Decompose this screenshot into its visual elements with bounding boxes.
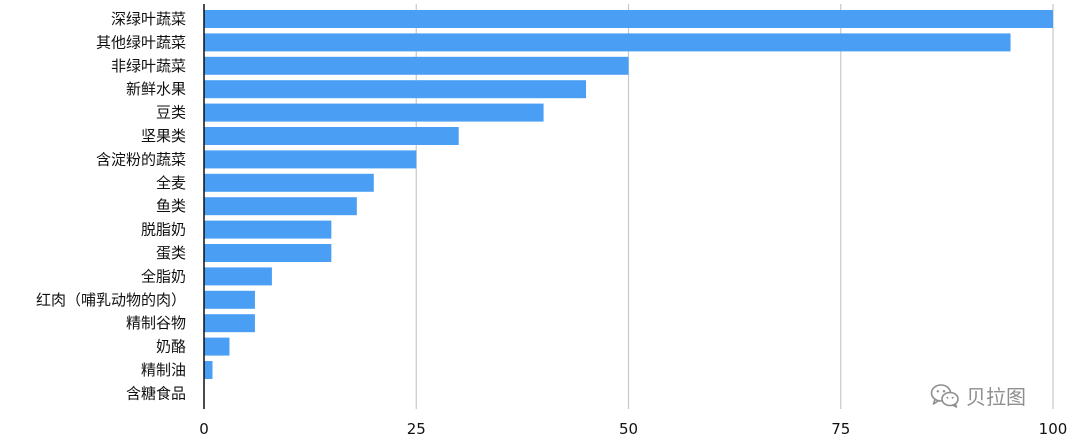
category-label: 全脂奶 bbox=[141, 267, 186, 285]
bar bbox=[204, 10, 1053, 28]
category-label: 其他绿叶蔬菜 bbox=[96, 33, 186, 51]
category-label: 精制油 bbox=[141, 361, 186, 379]
bar bbox=[204, 80, 587, 99]
watermark: 贝拉图 bbox=[930, 381, 1026, 410]
bar bbox=[204, 337, 230, 356]
category-label: 全麦 bbox=[156, 174, 186, 192]
x-tick-label: 0 bbox=[199, 420, 209, 438]
bar bbox=[204, 103, 544, 122]
category-label: 精制谷物 bbox=[126, 314, 186, 332]
bar bbox=[204, 150, 417, 169]
bar bbox=[204, 33, 1011, 52]
bar bbox=[204, 267, 272, 286]
x-tick-label: 50 bbox=[619, 420, 638, 438]
category-label: 蛋类 bbox=[156, 244, 186, 262]
x-tick-label: 25 bbox=[407, 420, 426, 438]
bar bbox=[204, 361, 213, 379]
category-label: 含淀粉的蔬菜 bbox=[96, 150, 186, 168]
category-label: 脱脂奶 bbox=[141, 221, 186, 239]
bar bbox=[204, 220, 332, 239]
bar bbox=[204, 314, 255, 333]
category-label: 非绿叶蔬菜 bbox=[111, 57, 186, 75]
bar bbox=[204, 244, 332, 262]
category-label: 坚果类 bbox=[141, 127, 186, 145]
category-label: 红肉（哺乳动物的肉） bbox=[36, 291, 186, 309]
category-label: 新鲜水果 bbox=[126, 80, 186, 98]
category-label: 豆类 bbox=[156, 104, 186, 122]
bar bbox=[204, 127, 459, 145]
x-tick-label: 75 bbox=[831, 420, 850, 438]
category-label: 含糖食品 bbox=[126, 384, 186, 402]
category-label: 深绿叶蔬菜 bbox=[111, 10, 186, 28]
bar bbox=[204, 173, 374, 192]
bar bbox=[204, 290, 255, 309]
category-label: 鱼类 bbox=[156, 197, 186, 215]
bar bbox=[204, 56, 629, 75]
x-tick-label: 100 bbox=[1039, 420, 1068, 438]
wechat-icon bbox=[930, 383, 960, 409]
watermark-text: 贝拉图 bbox=[966, 385, 1026, 409]
category-label: 奶酪 bbox=[156, 338, 186, 356]
bar bbox=[204, 197, 357, 216]
